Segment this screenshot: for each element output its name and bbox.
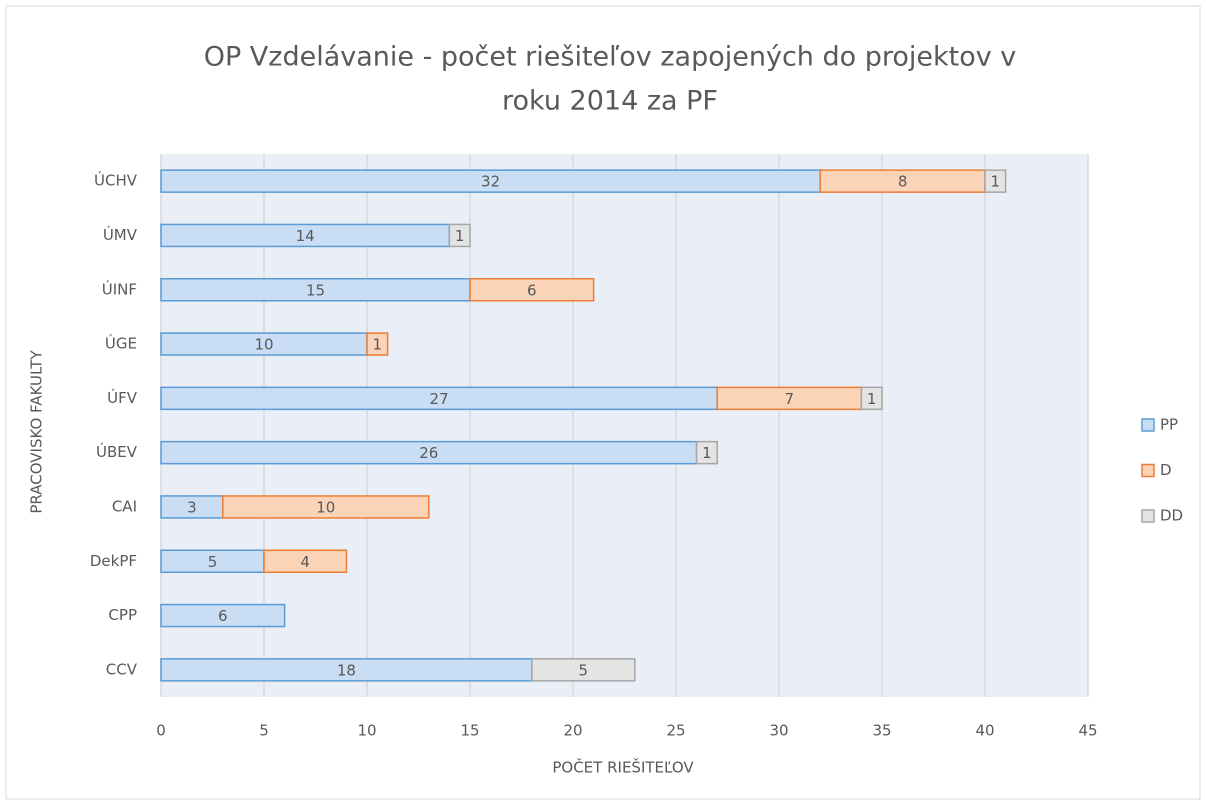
bar-segment [984, 169, 1007, 193]
y-tick-label: ÚINF [102, 279, 137, 298]
bar-segment [531, 658, 636, 682]
data-label: 6 [218, 607, 228, 625]
data-label: 1 [702, 444, 712, 462]
data-label: 8 [898, 173, 908, 191]
x-tick-label: 0 [156, 722, 166, 740]
y-tick-label: CCV [106, 660, 138, 678]
y-tick-label: ÚFV [107, 388, 138, 407]
data-label: 5 [208, 553, 218, 571]
bar-segment [695, 440, 718, 465]
y-tick-label: CPP [108, 606, 137, 624]
legend-label: D [1160, 461, 1172, 479]
data-label: 4 [300, 553, 310, 571]
x-tick-label: 15 [460, 722, 479, 740]
data-label: 10 [316, 498, 335, 516]
x-tick-label: 10 [357, 722, 376, 740]
data-label: 32 [481, 173, 500, 191]
data-label: 3 [187, 498, 197, 516]
data-label: 1 [991, 173, 1001, 191]
chart-title: OP Vzdelávanie - počet riešiteľov zapoje… [204, 42, 1017, 73]
data-label: 14 [296, 227, 315, 245]
bar-segment [222, 495, 430, 519]
x-tick-label: 35 [872, 722, 891, 740]
legend-label: DD [1160, 507, 1183, 525]
data-label: 1 [867, 390, 877, 408]
data-label: 10 [254, 336, 273, 354]
data-label: 18 [337, 661, 356, 679]
chart-title: roku 2014 za PF [502, 86, 718, 117]
bar-segment [448, 223, 471, 248]
data-label: 15 [306, 281, 325, 299]
data-label: 7 [785, 390, 795, 408]
legend-label: PP [1160, 416, 1178, 434]
bar-segment [160, 603, 286, 628]
bar-segment [366, 332, 389, 356]
x-tick-label: 25 [666, 722, 685, 740]
data-label: 1 [455, 227, 465, 245]
data-label: 6 [527, 281, 537, 299]
y-tick-label: ÚGE [105, 334, 137, 353]
data-label: 26 [419, 444, 438, 462]
x-tick-label: 5 [259, 722, 269, 740]
x-tick-label: 30 [769, 722, 788, 740]
bar-segment [860, 386, 883, 411]
y-tick-label: CAI [112, 497, 137, 515]
y-tick-label: ÚMV [103, 225, 138, 244]
x-axis-label: POČET RIEŠITEĽOV [552, 758, 694, 777]
y-tick-label: ÚCHV [94, 171, 138, 190]
x-tick-label: 20 [563, 722, 582, 740]
bar-segment [263, 549, 348, 573]
legend-swatch [1141, 509, 1155, 523]
y-tick-label: DekPF [90, 552, 137, 570]
y-tick-label: ÚBEV [96, 442, 138, 461]
legend-swatch [1141, 418, 1155, 432]
y-axis-label: PRACOVISKO FAKULTY [28, 350, 46, 514]
data-label: 27 [430, 390, 449, 408]
data-label: 5 [579, 661, 589, 679]
data-label: 1 [373, 336, 383, 354]
x-tick-label: 40 [975, 722, 994, 740]
legend-swatch [1141, 463, 1155, 478]
x-tick-label: 45 [1078, 722, 1097, 740]
bar-segment [469, 278, 595, 302]
